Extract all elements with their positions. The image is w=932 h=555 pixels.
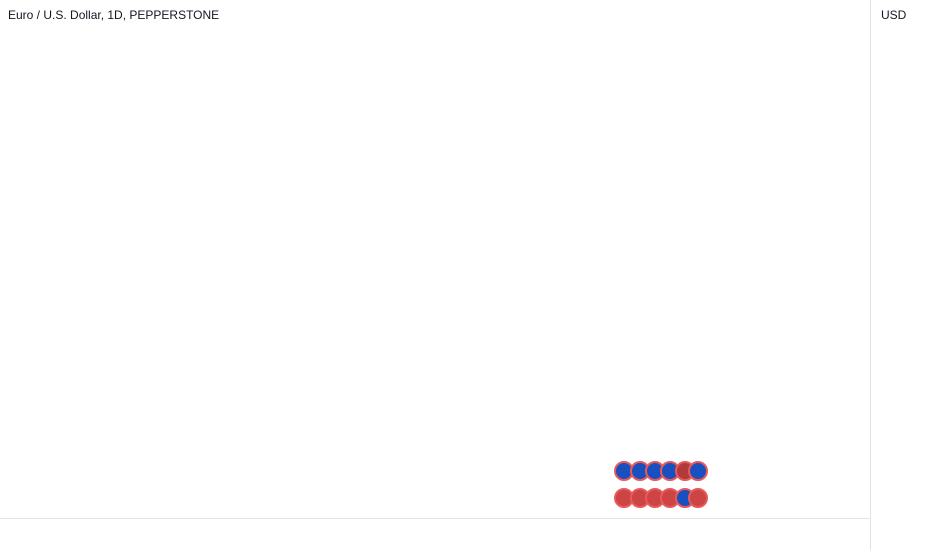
event-icon[interactable]	[688, 461, 708, 481]
event-icon[interactable]	[688, 488, 708, 508]
event-icons	[614, 461, 708, 508]
chart-title: Euro / U.S. Dollar, 1D, PEPPERSTONE	[8, 8, 219, 22]
currency-label: USD	[881, 8, 907, 22]
